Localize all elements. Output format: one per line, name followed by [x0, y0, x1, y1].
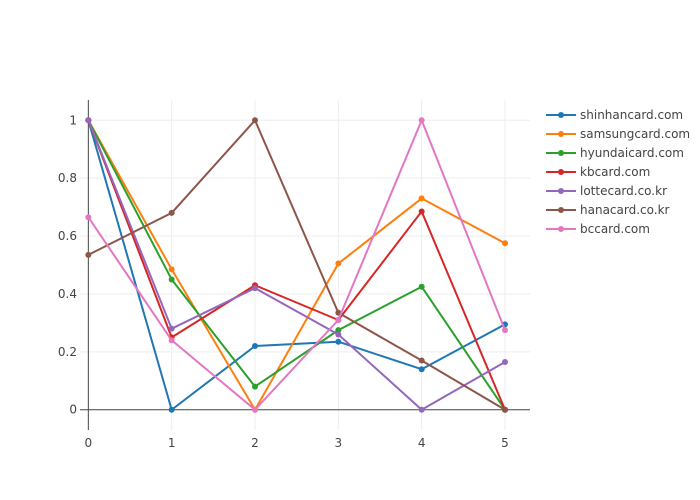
legend-swatch-marker: [558, 169, 564, 175]
legend-swatch-marker: [558, 131, 564, 137]
data-point[interactable]: [168, 337, 175, 344]
series-hanacard.co.kr[interactable]: [85, 117, 508, 413]
x-tick-label: 5: [501, 436, 509, 450]
data-point[interactable]: [85, 117, 92, 124]
series-line: [87, 119, 506, 411]
y-tick-label: 0: [69, 403, 77, 417]
y-tick-label: 0.6: [58, 229, 77, 243]
series-lottecard.co.kr[interactable]: [85, 117, 508, 413]
y-tick-label: 0.2: [58, 345, 77, 359]
x-tick-label: 2: [251, 436, 259, 450]
series-line: [87, 119, 506, 411]
data-point[interactable]: [252, 406, 258, 413]
legend-swatch-marker: [558, 207, 564, 213]
legend-label: bccard.com: [580, 222, 650, 236]
data-point[interactable]: [418, 406, 425, 413]
data-point[interactable]: [252, 285, 258, 292]
legend-label: hyundaicard.com: [580, 146, 684, 160]
x-tick-label: 3: [335, 436, 343, 450]
data-point[interactable]: [168, 325, 175, 332]
legend-swatch-marker: [558, 226, 564, 232]
data-point[interactable]: [335, 260, 342, 267]
data-point[interactable]: [85, 214, 92, 221]
data-point[interactable]: [335, 327, 342, 334]
legend-label: samsungcard.com: [580, 127, 690, 141]
y-tick-label: 0.4: [58, 287, 77, 301]
data-point[interactable]: [502, 406, 508, 413]
data-point[interactable]: [252, 343, 258, 350]
x-tick-label: 0: [85, 436, 93, 450]
axes: [80, 100, 530, 430]
series-line: [87, 119, 506, 411]
series-line: [87, 119, 506, 411]
data-point[interactable]: [418, 117, 425, 124]
series-lines: [85, 117, 508, 413]
grid: [80, 100, 530, 430]
series-bccard.com[interactable]: [85, 117, 508, 413]
data-point[interactable]: [502, 358, 508, 365]
data-point[interactable]: [335, 317, 342, 323]
data-point[interactable]: [418, 357, 425, 364]
legend-label: lottecard.co.kr: [580, 184, 667, 198]
series-line: [87, 119, 506, 411]
legend-label: shinhancard.com: [580, 108, 683, 122]
y-tick-label: 1: [69, 113, 77, 127]
data-point[interactable]: [418, 366, 425, 373]
data-point[interactable]: [168, 406, 175, 413]
x-tick-label: 1: [168, 436, 176, 450]
x-tick-label: 4: [418, 436, 426, 450]
data-point[interactable]: [168, 266, 175, 273]
data-point[interactable]: [418, 195, 425, 202]
data-point[interactable]: [418, 283, 425, 290]
legend-swatch-marker: [558, 188, 564, 194]
data-point[interactable]: [168, 276, 175, 283]
series-line: [87, 119, 506, 411]
legend-label: kbcard.com: [580, 165, 650, 179]
data-point[interactable]: [502, 327, 508, 334]
legend-item[interactable]: kbcard.com: [546, 165, 650, 179]
legend-item[interactable]: hyundaicard.com: [546, 146, 684, 160]
data-point[interactable]: [252, 117, 258, 124]
legend[interactable]: shinhancard.com samsungcard.com hyundaicar…: [546, 108, 690, 236]
data-point[interactable]: [168, 209, 175, 216]
legend-swatch-marker: [558, 150, 564, 156]
legend-item[interactable]: shinhancard.com: [546, 108, 683, 122]
data-point[interactable]: [502, 240, 508, 247]
data-point[interactable]: [335, 331, 342, 338]
legend-swatch-marker: [558, 112, 564, 118]
tick-labels: 0 0.2 0.4 0.6 0.8 1 0 1 2 3 4 5: [58, 113, 509, 450]
data-point[interactable]: [335, 338, 342, 345]
data-point[interactable]: [418, 208, 425, 215]
legend-item[interactable]: samsungcard.com: [546, 127, 690, 141]
legend-item[interactable]: lottecard.co.kr: [546, 184, 667, 198]
series-kbcard.com[interactable]: [85, 117, 508, 413]
legend-item[interactable]: hanacard.co.kr: [546, 203, 670, 217]
y-tick-label: 0.8: [58, 171, 77, 185]
series-line: [87, 119, 506, 411]
data-point[interactable]: [85, 251, 92, 258]
legend-item[interactable]: bccard.com: [546, 222, 650, 236]
legend-label: hanacard.co.kr: [580, 203, 670, 217]
data-point[interactable]: [252, 383, 258, 390]
